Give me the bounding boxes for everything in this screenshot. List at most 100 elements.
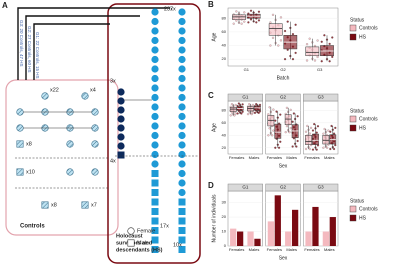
female-symbol bbox=[178, 46, 186, 54]
female-symbol bbox=[16, 124, 24, 132]
male-symbol bbox=[178, 208, 186, 216]
point-jitter bbox=[279, 140, 282, 143]
point-jitter bbox=[269, 21, 272, 24]
female-symbol bbox=[178, 93, 186, 102]
female-symbol bbox=[66, 140, 74, 148]
female-symbol bbox=[178, 65, 186, 73]
point-jitter bbox=[292, 112, 295, 115]
legend-label: HS bbox=[359, 34, 367, 40]
point-jitter bbox=[271, 36, 275, 39]
male-symbol bbox=[41, 201, 49, 209]
facet-strip bbox=[265, 183, 301, 192]
bar bbox=[322, 231, 329, 246]
lineage-line bbox=[17, 7, 170, 80]
x-tick-label: Males bbox=[249, 247, 260, 252]
y-tick-label: 40 bbox=[222, 43, 227, 48]
point-jitter bbox=[257, 10, 261, 13]
x-axis-label: Sex bbox=[279, 255, 288, 261]
facet-label: G3 bbox=[318, 95, 325, 100]
point-jitter bbox=[304, 130, 308, 133]
x-tick-label: G1 bbox=[244, 67, 250, 72]
point-jitter bbox=[308, 147, 311, 151]
count-label: x22 bbox=[50, 87, 59, 93]
point-jitter bbox=[323, 127, 326, 131]
point-jitter bbox=[305, 43, 309, 46]
point-jitter bbox=[327, 129, 330, 132]
female-symbol bbox=[117, 124, 125, 132]
point-jitter bbox=[248, 103, 251, 106]
bar bbox=[230, 228, 237, 246]
y-tick-label: 30 bbox=[222, 200, 227, 205]
male-symbol bbox=[151, 208, 159, 216]
point-jitter bbox=[240, 22, 243, 25]
x-tick-label: Females bbox=[304, 155, 319, 160]
legend-swatch bbox=[349, 124, 357, 132]
bar bbox=[305, 231, 312, 246]
point-jitter bbox=[275, 110, 278, 113]
point-jitter bbox=[267, 113, 270, 116]
y-axis-label: Number of individuals bbox=[211, 194, 217, 243]
x-tick-label: Males bbox=[286, 155, 297, 160]
y-tick-label: 20 bbox=[222, 214, 227, 219]
point-jitter bbox=[320, 40, 323, 43]
point-jitter bbox=[235, 10, 238, 13]
point-jitter bbox=[291, 120, 294, 123]
female-symbol bbox=[151, 84, 159, 92]
point-jitter bbox=[326, 146, 329, 149]
male-symbol bbox=[151, 236, 159, 244]
point-jitter bbox=[289, 108, 292, 111]
point-jitter bbox=[277, 146, 281, 149]
point-jitter bbox=[246, 112, 250, 116]
female-symbol bbox=[178, 84, 186, 92]
male-symbol bbox=[81, 201, 89, 209]
male-symbol bbox=[151, 227, 159, 235]
group-label: G3: 20 Controls, 47 HS bbox=[19, 20, 24, 67]
point-jitter bbox=[331, 55, 334, 59]
point-jitter bbox=[257, 19, 261, 22]
legend-title: Status bbox=[350, 108, 365, 114]
point-jitter bbox=[268, 106, 271, 109]
point-jitter bbox=[316, 125, 320, 128]
x-tick-label: Females bbox=[304, 247, 319, 252]
facet-strip bbox=[227, 93, 263, 102]
point-jitter bbox=[294, 51, 297, 55]
legend-label: Controls bbox=[359, 25, 378, 31]
male-symbol bbox=[151, 179, 159, 187]
facet-strip bbox=[265, 93, 301, 102]
lineage-line bbox=[33, 23, 110, 80]
point-jitter bbox=[272, 108, 275, 111]
female-symbol bbox=[178, 55, 186, 64]
female-symbol bbox=[151, 74, 159, 83]
legend-swatch bbox=[349, 214, 357, 222]
y-axis-label: Age bbox=[211, 123, 217, 132]
point-jitter bbox=[277, 44, 280, 47]
x-tick-label: G3 bbox=[317, 67, 323, 72]
female-symbol bbox=[127, 227, 135, 235]
point-jitter bbox=[251, 111, 255, 114]
male-symbol bbox=[178, 198, 186, 206]
count-label: 17x bbox=[160, 223, 169, 229]
count-label: 4x bbox=[110, 158, 116, 164]
hs-title: descendants (HS) bbox=[116, 247, 163, 253]
point-jitter bbox=[311, 148, 315, 151]
point-jitter bbox=[247, 21, 250, 24]
point-jitter bbox=[330, 124, 333, 128]
female-symbol bbox=[117, 133, 125, 141]
male-symbol bbox=[16, 168, 24, 176]
point-jitter bbox=[288, 131, 291, 134]
point-jitter bbox=[258, 103, 262, 106]
x-tick-label: Males bbox=[249, 155, 260, 160]
box bbox=[312, 133, 319, 145]
female-symbol bbox=[151, 131, 159, 140]
point-jitter bbox=[308, 132, 311, 135]
point-jitter bbox=[268, 127, 271, 130]
point-jitter bbox=[332, 147, 336, 151]
hs-box bbox=[107, 3, 201, 264]
female-symbol bbox=[151, 141, 159, 149]
female-symbol bbox=[41, 92, 49, 100]
legend-label: HS bbox=[359, 215, 367, 221]
legend-swatch bbox=[349, 33, 357, 41]
point-jitter bbox=[257, 111, 260, 114]
point-jitter bbox=[305, 59, 309, 62]
